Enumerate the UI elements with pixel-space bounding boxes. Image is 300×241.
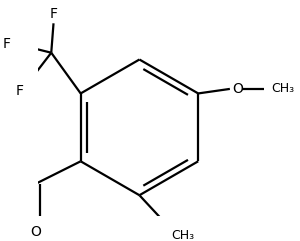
- Text: F: F: [2, 37, 11, 51]
- Text: F: F: [16, 84, 24, 98]
- Text: O: O: [30, 225, 41, 239]
- Text: O: O: [232, 82, 243, 96]
- Text: CH₃: CH₃: [171, 229, 194, 241]
- Text: CH₃: CH₃: [272, 82, 295, 95]
- Text: F: F: [50, 7, 58, 21]
